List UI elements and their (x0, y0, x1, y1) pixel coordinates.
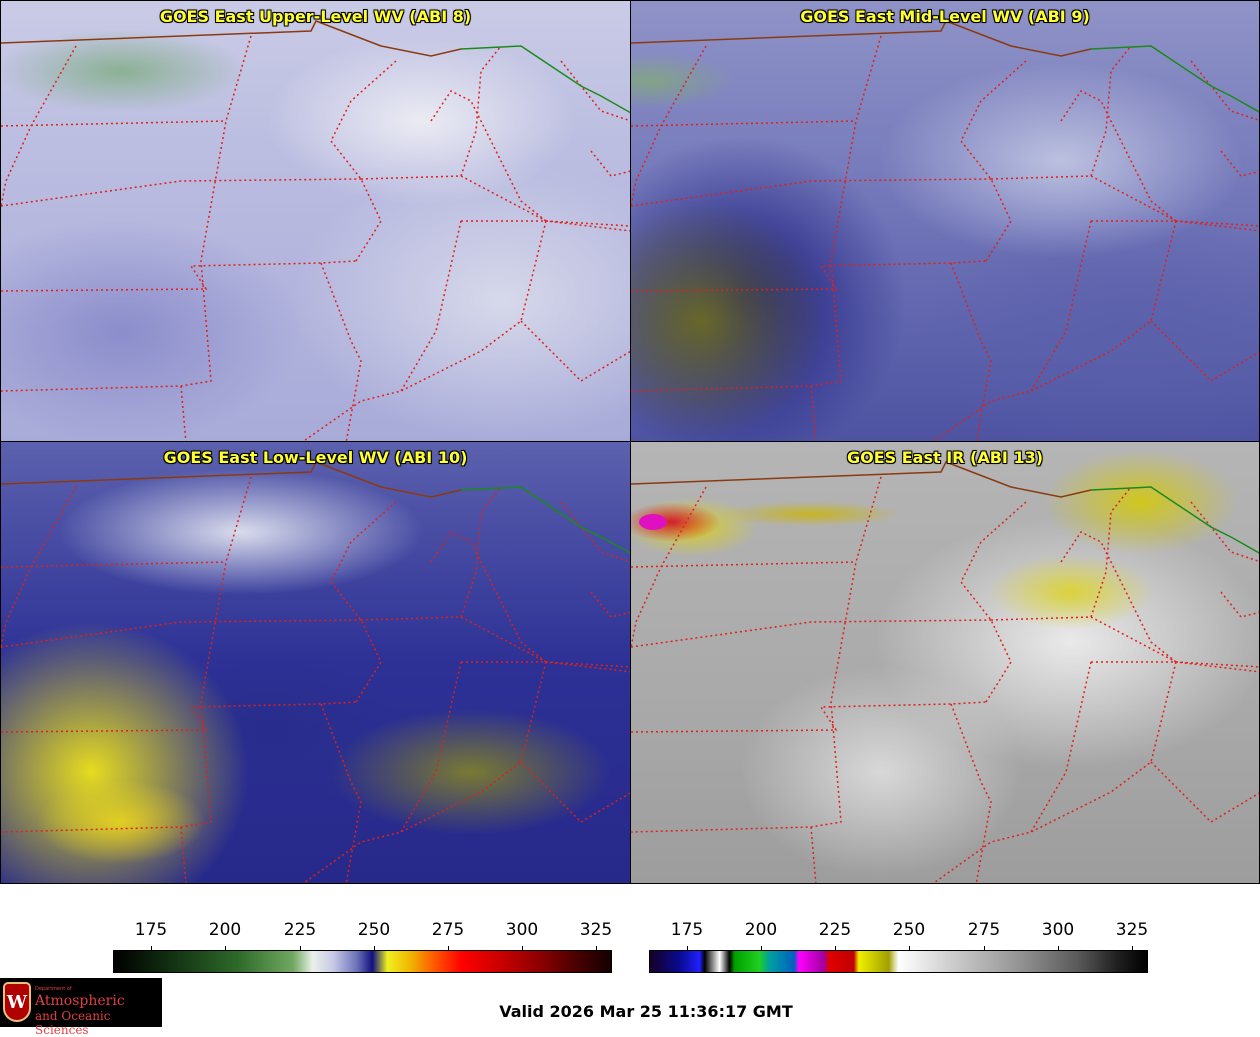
uw-crest-icon: W (3, 982, 31, 1022)
state-borders-map (631, 461, 1259, 883)
cold-cloud-top-spot (639, 514, 667, 530)
colorbar-tick-label: 300 (1041, 920, 1075, 940)
colorbar-tick-label: 250 (892, 920, 926, 940)
colorbar-tick-label: 175 (670, 920, 704, 940)
colorbar-tick-label: 250 (357, 920, 391, 940)
colorbar-gradient (113, 950, 612, 973)
panel-title: GOES East Upper-Level WV (ABI 8) (159, 7, 472, 26)
colorbar-tick-label: 225 (818, 920, 852, 940)
state-borders-map (1, 20, 630, 441)
state-borders-map (1, 461, 630, 883)
colorbar-tick-label: 325 (579, 920, 613, 940)
logo-dept-line: Department of (35, 986, 72, 992)
state-borders-map (631, 20, 1259, 441)
colorbar-tick-label: 275 (431, 920, 465, 940)
ir-panel: GOES East IR (ABI 13) (630, 441, 1260, 884)
mid-level-wv-panel: GOES East Mid-Level WV (ABI 9) (630, 0, 1260, 442)
colorbar-gradient (649, 950, 1148, 973)
ir-colorbar: 175 200 225 250 275 300 325 (649, 920, 1149, 973)
colorbar-tick-label: 200 (208, 920, 242, 940)
valid-timestamp: Valid 2026 Mar 25 11:36:17 GMT (499, 1002, 793, 1021)
colorbar-tick-label: 325 (1115, 920, 1149, 940)
panel-title: GOES East Mid-Level WV (ABI 9) (800, 7, 1090, 26)
upper-level-wv-panel: GOES East Upper-Level WV (ABI 8) (0, 0, 631, 442)
colorbar-tick-label: 200 (744, 920, 778, 940)
panel-title: GOES East IR (ABI 13) (846, 448, 1044, 467)
colorbar-tick-label: 275 (967, 920, 1001, 940)
logo-name-line: Atmospheric (35, 993, 125, 1009)
colorbar-tick-label: 225 (283, 920, 317, 940)
wv-colorbar: 175 200 225 250 275 300 325 (113, 920, 613, 973)
colorbar-ticks: 175 200 225 250 275 300 325 (113, 920, 613, 952)
low-level-wv-panel: GOES East Low-Level WV (ABI 10) (0, 441, 631, 884)
colorbar-tick-label: 175 (134, 920, 168, 940)
colorbar-tick-label: 300 (505, 920, 539, 940)
panel-title: GOES East Low-Level WV (ABI 10) (163, 448, 468, 467)
colorbar-ticks: 175 200 225 250 275 300 325 (649, 920, 1149, 952)
